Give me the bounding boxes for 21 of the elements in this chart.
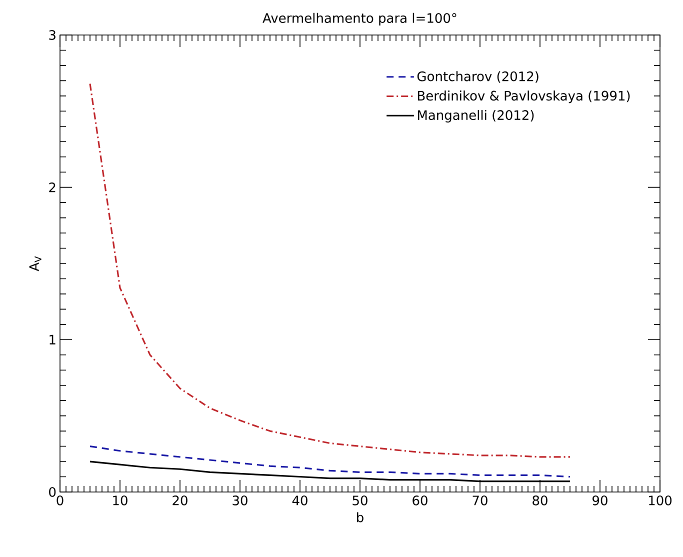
legend-label: Berdinikov & Pavlovskaya (1991) xyxy=(418,90,630,104)
y-axis-title: A$_{V}$ xyxy=(29,256,42,272)
legend-label: Gontcharov (2012) xyxy=(417,71,538,83)
x-tick-label: 0 xyxy=(56,496,64,506)
x-tick-label: 80 xyxy=(532,496,548,506)
y-tick-label: 1 xyxy=(50,334,56,344)
x-tick-label: 100 xyxy=(649,496,672,506)
chart-title: Avermelhamento para l=100° xyxy=(262,12,456,26)
x-tick-label: 40 xyxy=(292,496,308,506)
x-tick-label: 50 xyxy=(352,496,368,506)
x-tick-label: 70 xyxy=(472,496,488,506)
x-tick-label: 10 xyxy=(113,496,128,506)
y-tick-label: 0 xyxy=(49,487,56,497)
legend-label: Manganelli (2012) xyxy=(418,110,534,123)
x-tick-label: 20 xyxy=(172,496,188,506)
x-tick-label: 90 xyxy=(592,496,608,506)
x-axis-title: b xyxy=(357,512,364,522)
y-tick-label: 2 xyxy=(49,182,56,192)
x-tick-label: 30 xyxy=(232,496,248,506)
x-tick-label: 60 xyxy=(412,496,428,506)
y-tick-label: 3 xyxy=(49,30,56,40)
